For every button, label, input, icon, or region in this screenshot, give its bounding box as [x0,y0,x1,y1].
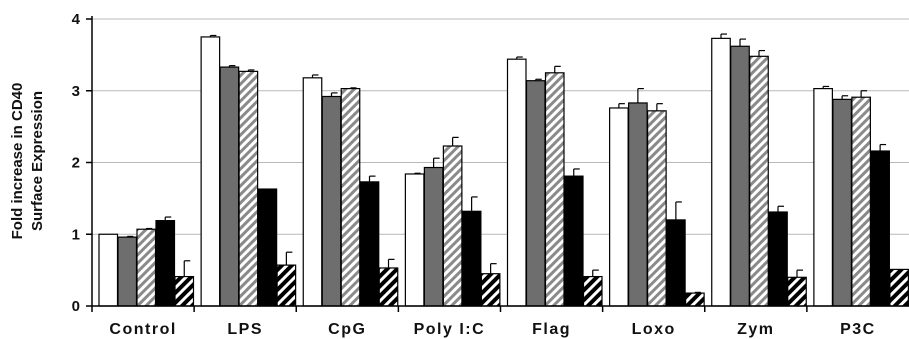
x-tick-label: Poly I:C [414,321,486,338]
bar-cpg-series-2 [321,95,342,307]
bar-loxo-series-1 [609,107,629,307]
x-tick-label: CpG [328,321,366,338]
bar-p3c-series-4 [870,150,890,307]
y-tick-label: 0 [72,298,80,315]
bar-p3c-series-1 [813,87,833,307]
bar-poly-i-c-series-3 [442,145,463,307]
bars [98,33,909,307]
bar-loxo-series-4 [666,219,686,307]
bar-flag-series-3 [544,72,565,307]
bar-zym-series-1 [711,37,731,307]
bar-lps-series-1 [200,36,221,307]
bar-control-series-1 [98,233,119,307]
bar-lps-series-5 [276,264,297,307]
bar-control-series-3 [136,228,157,307]
x-tick-label: Zym [737,321,774,338]
bar-zym-series-3 [749,55,769,307]
bar-flag-series-1 [506,58,527,307]
y-axis-title-line-2: Surface Expression [29,91,46,231]
bar-p3c-series-3 [851,96,871,307]
x-tick-label: Loxo [632,321,676,338]
bar-poly-i-c-series-2 [423,166,444,307]
bar-cpg-series-5 [378,267,399,307]
bar-cpg-series-4 [359,181,380,307]
bar-flag-series-2 [525,80,546,307]
bar-control-series-5 [174,275,195,307]
bar-lps-series-2 [219,66,240,307]
bar-cpg-series-3 [340,87,361,307]
bar-lps-series-4 [257,188,278,307]
x-tick-label: Flag [532,321,571,338]
bar-zym-series-5 [787,276,807,307]
bar-zym-series-4 [768,211,788,307]
bar-cpg-series-1 [302,77,323,307]
y-tick-label: 1 [72,226,80,243]
x-tick-label: LPS [227,321,263,338]
y-tick-label: 3 [72,83,80,100]
labels: 0 1 2 3 4 Control LPS CpG Poly I:C Flag Loxo Zym P3C [72,11,876,338]
bar-poly-i-c-series-1 [404,173,425,307]
bar-lps-series-3 [238,70,259,307]
bar-flag-series-5 [582,275,603,307]
bar-zym-series-2 [730,45,750,307]
axes [86,16,909,312]
bar-control-series-4 [155,220,176,307]
bar-flag-series-4 [563,175,584,307]
bar-loxo-series-3 [647,110,667,307]
y-tick-label: 4 [72,11,81,28]
bar-p3c-series-5 [889,268,909,307]
bar-control-series-2 [117,236,138,307]
x-tick-label: P3C [840,321,876,338]
bar-loxo-series-5 [685,292,705,307]
bar-p3c-series-2 [832,98,852,307]
y-tick-label: 2 [72,155,80,172]
bar-poly-i-c-series-5 [480,273,501,307]
x-tick-label: Control [109,321,176,338]
bar-poly-i-c-series-4 [461,210,482,307]
bar-loxo-series-2 [628,102,648,307]
y-axis-title-line-1: Fold increase in CD40 [9,83,26,240]
